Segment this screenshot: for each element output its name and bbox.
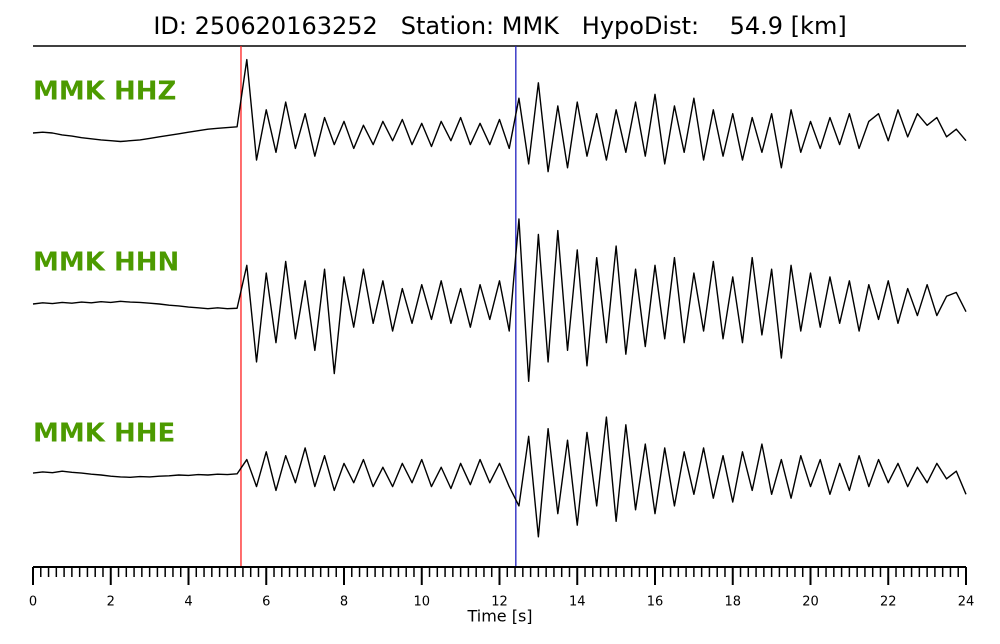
trace-label: MMK HHE xyxy=(33,419,175,449)
x-tick-label: 4 xyxy=(184,595,192,610)
waveform xyxy=(32,416,967,538)
x-tick-label: 2 xyxy=(107,595,115,610)
x-tick-label: 18 xyxy=(724,595,741,610)
x-tick-label: 14 xyxy=(569,595,586,610)
trace-label: MMK HHN xyxy=(33,248,179,278)
x-axis-label: Time [s] xyxy=(466,607,532,626)
x-tick-label: 24 xyxy=(958,595,975,610)
x-tick-label: 10 xyxy=(413,595,430,610)
trace-label: MMK HHZ xyxy=(33,77,176,107)
x-tick-label: 20 xyxy=(802,595,819,610)
x-tick-label: 16 xyxy=(647,595,664,610)
x-tick-label: 12 xyxy=(491,595,508,610)
x-tick-label: 6 xyxy=(262,595,270,610)
waveform xyxy=(32,58,967,173)
x-tick-label: 8 xyxy=(340,595,348,610)
x-tick-label: 22 xyxy=(880,595,897,610)
waveform xyxy=(32,218,967,382)
x-tick-label: 0 xyxy=(29,595,37,610)
chart-title: ID: 250620163252 Station: MMK HypoDist: … xyxy=(153,12,846,40)
